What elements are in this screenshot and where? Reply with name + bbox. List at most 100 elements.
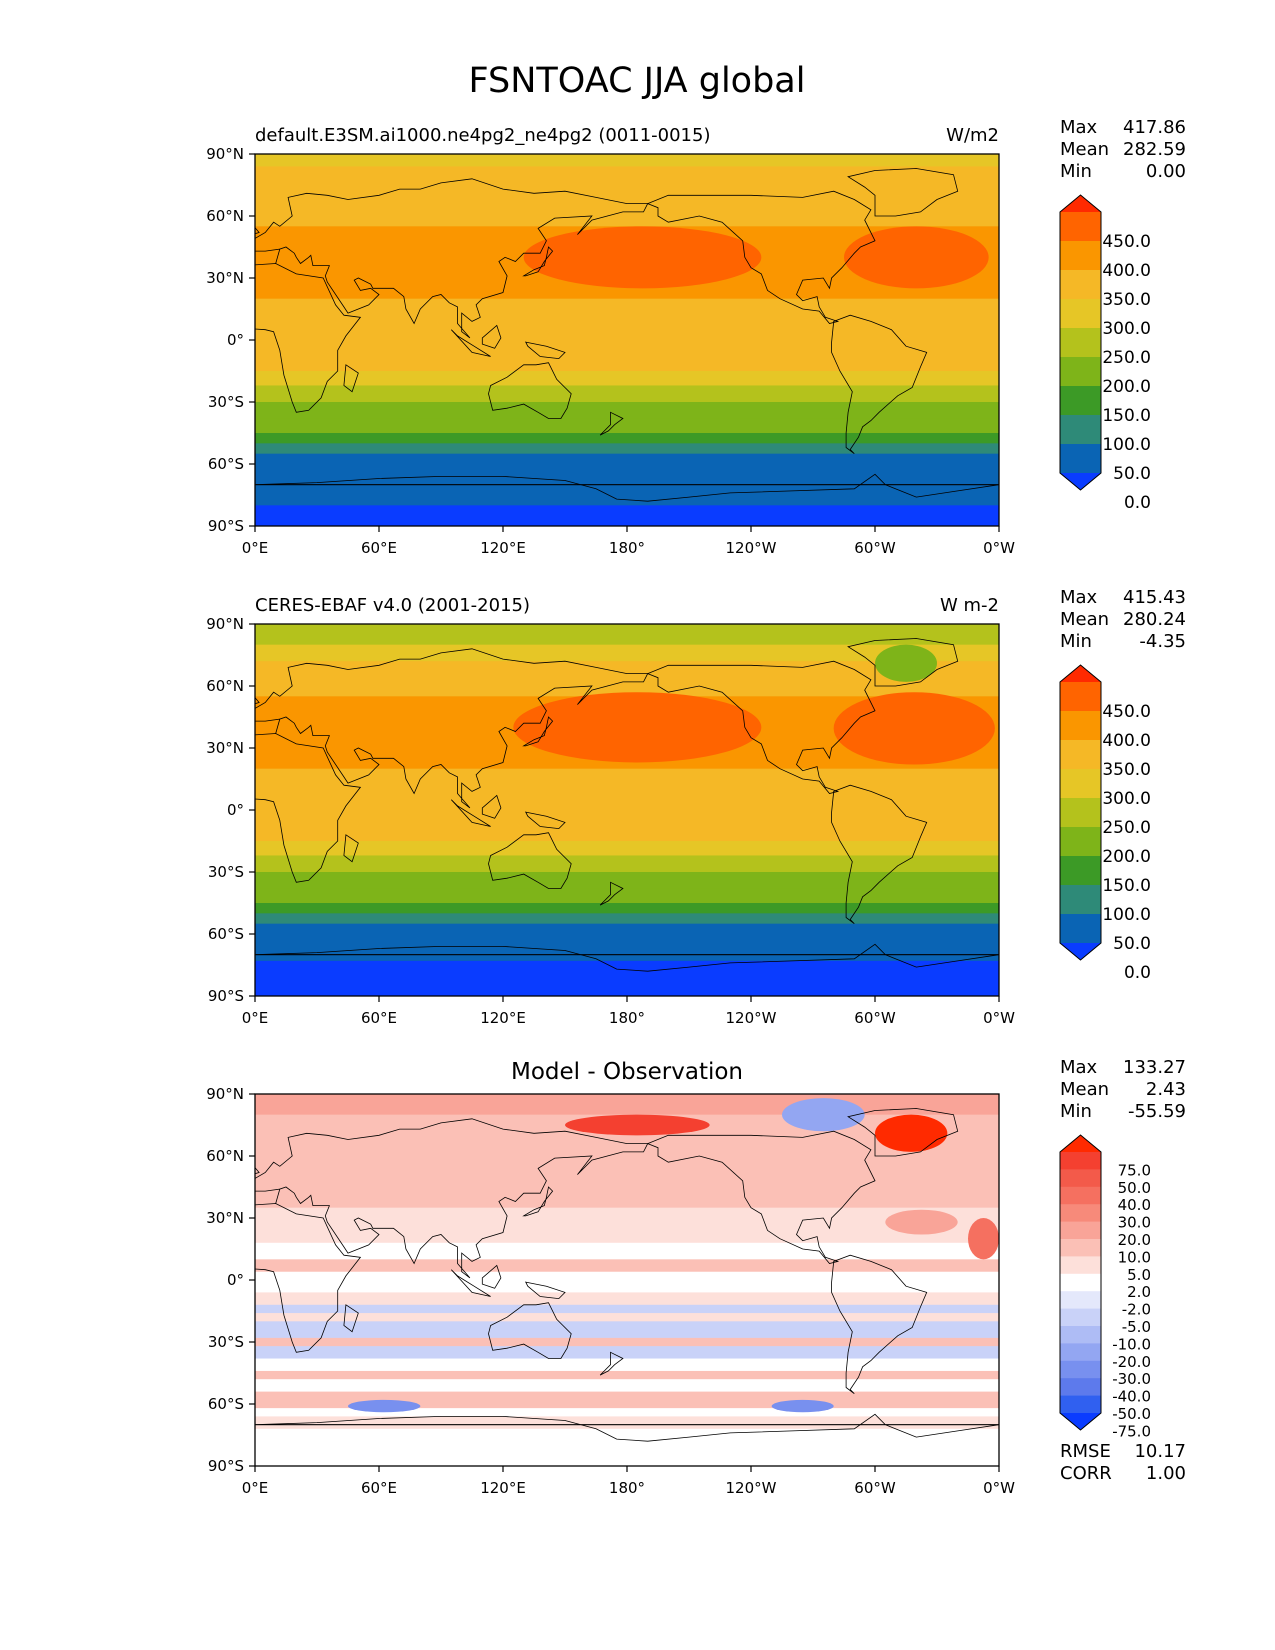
colorbar-tick-label: 250.0 [1102,818,1151,838]
coastline [481,324,502,349]
colorbar-tick-label: 40.0 [1118,1196,1151,1214]
lat-tick-label: 30°S [208,863,244,881]
colorbar-tick-label: 300.0 [1102,789,1151,809]
lat-tick-label: 60°S [208,925,244,943]
coastline [524,811,566,830]
lat-tick-label: 30°S [208,393,244,411]
lon-tick-label: 180° [609,1479,645,1497]
skill-scores-difference: RMSE 10.17 CORR 1.00 [1060,1441,1186,1484]
coastline [481,1264,502,1289]
colorbar-swatch [1060,1273,1101,1292]
map-axes-model: 0°E 60°E 120°E 180° 120°W 60°W 0°W 90°N 60°N 30°N… [206,145,1015,557]
coastline [646,190,876,324]
lon-tick-label: 0°W [983,539,1015,557]
region-greenland [875,644,937,682]
stat-label: Mean [1060,1079,1109,1100]
colorbar-tick-label: 150.0 [1102,406,1151,426]
coastline [847,638,959,687]
coastline [522,716,554,747]
lon-tick-label: 60°W [854,539,896,557]
region-greenland [875,1114,948,1152]
coastline [255,648,649,809]
coastline [255,484,999,526]
colorbar-swatch [1060,769,1101,799]
lat-tick-label: 60°N [206,677,244,695]
lon-tick-label: 120°W [726,1479,777,1497]
panel-title-observation: CERES-EBAF v4.0 (2001-2015) [255,595,530,616]
colorbar-tick-label: 350.0 [1102,760,1151,780]
band-2 [255,191,999,227]
colorbar-tick-label: 450.0 [1102,702,1151,722]
colorbar-swatch [1060,1204,1101,1223]
lat-tick-label: 90°S [208,517,244,535]
figure-title: FSNTOAC JJA global [469,61,806,101]
colorbar-tick-label: 100.0 [1102,905,1151,925]
band-12 [255,453,999,506]
stat-label: Min [1060,631,1092,652]
colorbar-swatch [1060,299,1101,329]
lon-tick-label: 120°E [480,539,526,557]
stat-label: Max [1060,1057,1098,1078]
lon-tick-label: 0°W [983,1479,1015,1497]
band-9 [255,418,999,434]
colorbar-tick-label: 300.0 [1102,319,1151,339]
colorbar-swatch [1060,682,1101,712]
colorbar-extend-max [1060,665,1101,682]
lat-tick-label: 30°N [206,739,244,757]
colorbar-tick-label: 0.0 [1124,493,1151,513]
band-19 [255,1416,999,1430]
region-west-africa-coast [968,1218,999,1260]
coastline [481,794,502,819]
band-9 [255,1304,999,1314]
lon-tick-label: 120°W [726,539,777,557]
coastline [255,1203,362,1353]
stat-label: Min [1060,1101,1092,1122]
coastline [522,1186,554,1217]
colorbar-tick-label: 50.0 [1113,934,1151,954]
lat-tick-label: 90°N [206,1085,244,1103]
panel-observation: CERES-EBAF v4.0 (2001-2015) W m-2 0°E 60°… [206,587,1186,1027]
stat-value: 2.43 [1146,1079,1186,1100]
coastline [343,834,359,863]
band-4 [255,768,999,832]
colorbar-swatch [1060,328,1101,358]
band-5 [255,830,999,842]
map-plot-difference [255,1094,999,1466]
map-axes-observation: 0°E 60°E 120°E 180° 120°W 60°W 0°W 90°N 60°N 30°N… [206,615,1015,1027]
colorbar-swatch [1060,914,1101,944]
lon-tick-label: 60°E [361,1009,397,1027]
colorbar-tick-label: -50.0 [1112,1405,1151,1423]
lat-tick-label: 0° [227,1271,244,1289]
coastline [255,1413,999,1442]
lon-tick-label: 120°E [480,1479,526,1497]
stat-value: 0.00 [1146,161,1186,182]
colorbar-tick-label: 5.0 [1127,1266,1151,1284]
coastline [831,314,928,455]
band-8 [255,402,999,420]
lon-tick-label: 60°W [854,1479,896,1497]
coastline [646,660,876,794]
band-6 [255,1259,999,1273]
lat-tick-label: 0° [227,801,244,819]
lat-tick-label: 60°S [208,455,244,473]
band-20 [255,1428,999,1466]
lat-tick-label: 30°S [208,1333,244,1351]
lat-tick-label: 60°N [206,1147,244,1165]
lat-tick-label: 30°N [206,1209,244,1227]
stats-model: Max 417.86 Mean 282.59 Min 0.00 [1060,117,1186,182]
panel-units-model: W/m2 [946,125,999,146]
colorbar-tick-label: 50.0 [1118,1179,1151,1197]
stat-label: Max [1060,117,1098,138]
colorbar-tick-label: 250.0 [1102,348,1151,368]
colorbar-tick-label: -40.0 [1112,1388,1151,1406]
lon-tick-label: 0°E [242,539,269,557]
band-10 [255,433,999,444]
coastline [831,784,928,925]
band-13 [255,1346,999,1360]
band-15 [255,1370,999,1380]
region-southern-ocean-a [348,1399,421,1413]
lon-tick-label: 60°W [854,1009,896,1027]
coastline [255,1118,649,1279]
lon-tick-label: 0°W [983,1009,1015,1027]
region-north-pacific [513,692,762,763]
